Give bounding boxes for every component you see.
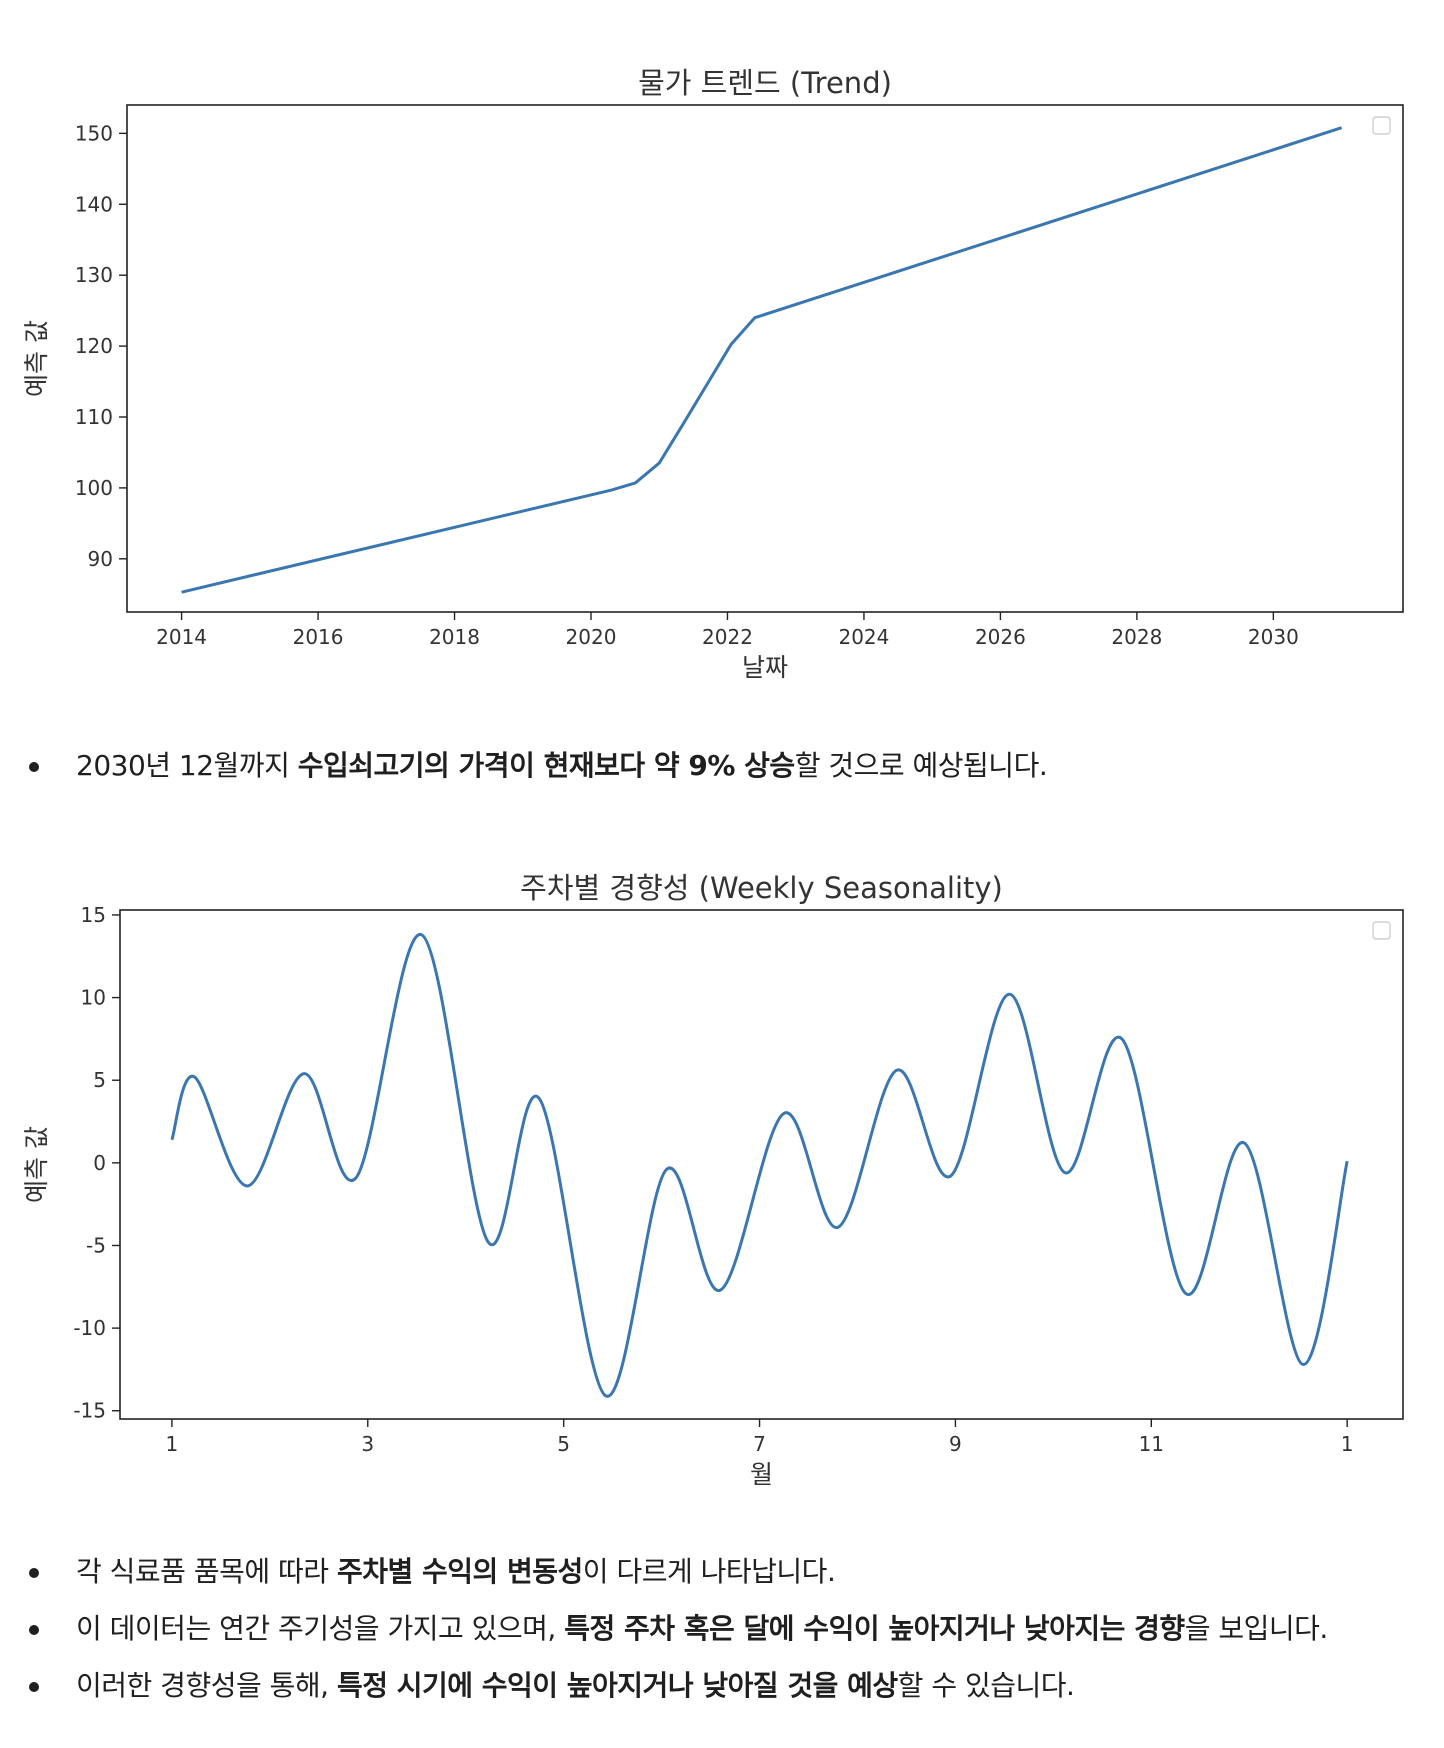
- seasonality-note: 각 식료품 품목에 따라 주차별 수익의 변동성이 다르게 나타납니다.: [0, 1553, 1444, 1591]
- y-tick-label: 0: [93, 1151, 106, 1175]
- x-tick-label: 9: [949, 1432, 962, 1456]
- x-tick-label: 2014: [156, 625, 207, 649]
- x-tick-label: 1: [166, 1432, 179, 1456]
- note-text: 2030년 12월까지: [76, 749, 298, 782]
- note-text: 이러한 경향성을 통해,: [76, 1669, 337, 1702]
- x-tick-label: 2018: [429, 625, 480, 649]
- seasonality-notes: 각 식료품 품목에 따라 주차별 수익의 변동성이 다르게 나타납니다. 이 데…: [0, 1553, 1444, 1724]
- y-tick-label: 150: [75, 121, 113, 145]
- x-tick-label: 2016: [293, 625, 344, 649]
- trend-note: 2030년 12월까지 수입쇠고기의 가격이 현재보다 약 9% 상승할 것으로…: [0, 747, 1444, 785]
- x-tick-label: 7: [753, 1432, 766, 1456]
- legend-box: [1372, 921, 1391, 940]
- y-tick-label: 120: [75, 334, 113, 358]
- y-tick-label: 140: [75, 192, 113, 216]
- y-tick-label: 110: [75, 405, 113, 429]
- y-tick-label: -10: [73, 1316, 106, 1340]
- y-tick-label: -15: [73, 1399, 106, 1423]
- y-axis-label: 예측 값: [22, 1126, 51, 1203]
- note-text: 할 것으로 예상됩니다.: [794, 749, 1048, 782]
- chart-title: 주차별 경향성 (Weekly Seasonality): [520, 871, 1003, 905]
- x-tick-label: 3: [361, 1432, 374, 1456]
- seasonality-note: 이러한 경향성을 통해, 특정 시기에 수익이 높아지거나 낮아질 것을 예상할…: [0, 1667, 1444, 1705]
- trend-chart: 물가 트렌드 (Trend) 90 100 110 120 130 140 150 2014 20…: [0, 40, 1444, 690]
- note-text: 이 다르게 나타납니다.: [582, 1555, 836, 1588]
- x-tick-label: 2022: [702, 625, 753, 649]
- y-tick-label: -5: [86, 1233, 106, 1257]
- y-tick-label: 5: [93, 1068, 106, 1092]
- x-tick-label: 2030: [1248, 625, 1299, 649]
- x-tick-label: 11: [1139, 1432, 1164, 1456]
- note-text: 각 식료품 품목에 따라: [76, 1555, 337, 1588]
- plot-frame: [119, 909, 1404, 1420]
- note-text: 이 데이터는 연간 주기성을 가지고 있으며,: [76, 1612, 565, 1645]
- y-tick-label: 100: [75, 476, 113, 500]
- chart-title: 물가 트렌드 (Trend): [638, 66, 892, 100]
- plot-frame: [126, 104, 1404, 613]
- y-tick-label: 10: [81, 986, 106, 1010]
- note-emphasis: 특정 주차 혹은 달에 수익이 높아지거나 낮아지는 경향: [564, 1612, 1185, 1645]
- x-axis-label: 월: [750, 1460, 773, 1489]
- note-emphasis: 수입쇠고기의 가격이 현재보다 약 9% 상승: [297, 749, 795, 782]
- seasonality-note: 이 데이터는 연간 주기성을 가지고 있으며, 특정 주차 혹은 달에 수익이 …: [0, 1610, 1444, 1648]
- x-tick-label: 2026: [975, 625, 1026, 649]
- x-tick-label: 5: [557, 1432, 570, 1456]
- x-tick-label: 2028: [1111, 625, 1162, 649]
- y-tick-label: 15: [81, 903, 106, 927]
- note-text: 할 수 있습니다.: [897, 1669, 1075, 1702]
- x-axis-label: 날짜: [742, 653, 788, 682]
- weekly-seasonality-chart-svg: 주차별 경향성 (Weekly Seasonality)151050-5-10-…: [22, 871, 1404, 1489]
- series-line: [181, 126, 1343, 594]
- x-tick-label: 2020: [566, 625, 617, 649]
- series-line: [170, 933, 1349, 1398]
- trend-notes: 2030년 12월까지 수입쇠고기의 가격이 현재보다 약 9% 상승할 것으로…: [0, 747, 1444, 785]
- x-tick-label: 1: [1341, 1432, 1354, 1456]
- weekly-seasonality-chart: 주차별 경향성 (Weekly Seasonality) 15 10 5 0 -5 -10-…: [0, 850, 1444, 1520]
- x-tick-label: 2024: [838, 625, 889, 649]
- y-tick-label: 90: [88, 547, 113, 571]
- y-axis-label: 예측 값: [22, 320, 51, 397]
- y-tick-label: 130: [75, 263, 113, 287]
- legend-box: [1372, 116, 1391, 135]
- note-text: 을 보입니다.: [1184, 1612, 1329, 1645]
- note-emphasis: 주차별 수익의 변동성: [336, 1555, 583, 1588]
- note-emphasis: 특정 시기에 수익이 높아지거나 낮아질 것을 예상: [336, 1669, 898, 1702]
- trend-chart-svg: 물가 트렌드 (Trend) 90 100 110 120 130 140 150 2014 20…: [22, 66, 1404, 682]
